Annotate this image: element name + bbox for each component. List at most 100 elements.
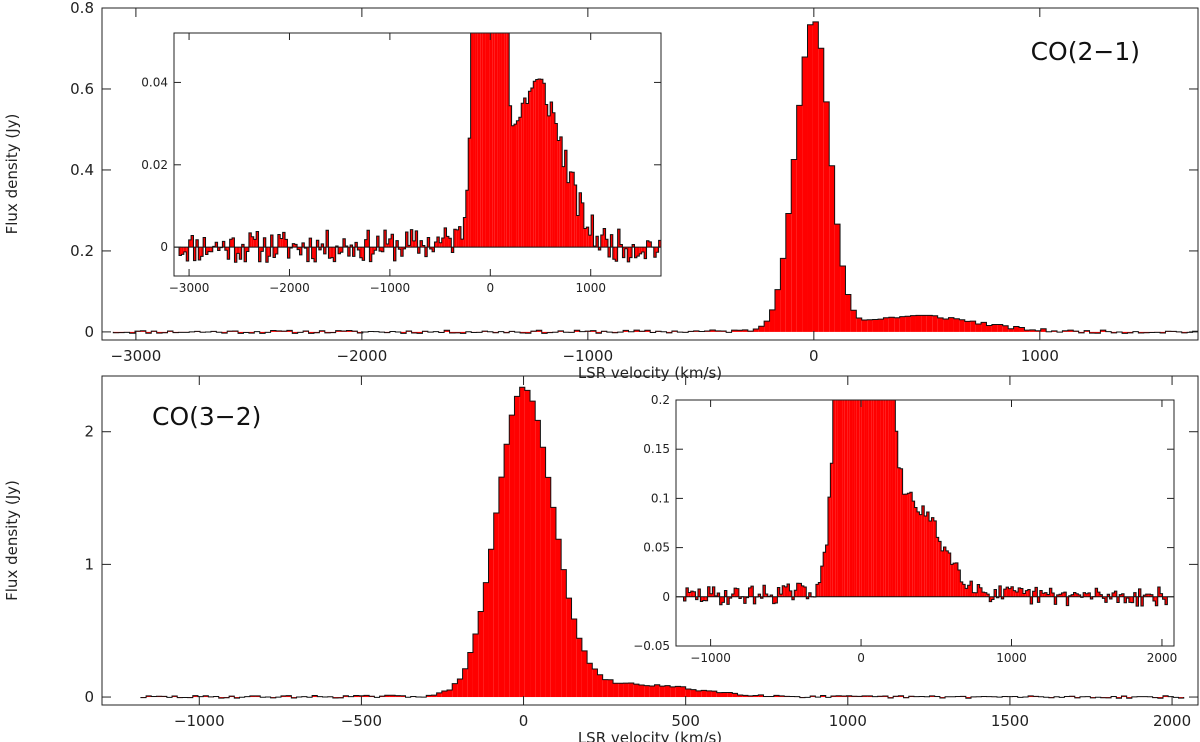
inset-y-tick-label: 0.02	[141, 158, 168, 172]
spectrum-bin	[888, 317, 895, 332]
inset-bin	[815, 584, 819, 597]
spectrum-bin	[1094, 331, 1101, 334]
inset-bin	[499, 33, 502, 248]
inset-bin	[1006, 587, 1009, 597]
inset-bin	[260, 247, 264, 252]
spectrum-bin	[249, 695, 256, 698]
inset-bin	[1015, 592, 1019, 597]
inset-bin	[1083, 592, 1086, 597]
inset-bin	[603, 228, 606, 248]
spectrum-bin	[447, 690, 453, 698]
spectrum-bin	[587, 663, 593, 698]
inset-bin	[710, 593, 713, 597]
spectrum-bin	[840, 265, 846, 332]
inset-bin	[849, 400, 853, 597]
inset-bin	[839, 400, 843, 597]
inset-bin	[1097, 592, 1100, 597]
spectrum-bin	[576, 638, 582, 698]
spectrum-bin	[346, 330, 352, 332]
spectrum-bin	[737, 330, 743, 332]
inset-bin	[653, 247, 657, 258]
inset-bin	[1126, 596, 1129, 599]
spectrum-bin	[747, 695, 754, 698]
inset-bin	[393, 247, 396, 261]
inset-bin	[374, 247, 377, 251]
spectrum-bin	[324, 331, 331, 333]
spectrum-bin	[856, 317, 862, 332]
inset-bin	[734, 588, 737, 597]
spectrum-bin	[467, 652, 473, 698]
inset-bin	[533, 81, 536, 248]
spectrum-bin	[1111, 331, 1117, 333]
inset-bin	[420, 240, 423, 248]
inset-bin	[203, 237, 206, 248]
inset-bin	[639, 247, 642, 254]
panel-1-spectrum	[112, 21, 1198, 334]
y-tick-label: 0	[84, 688, 94, 706]
spectrum-bin	[965, 697, 972, 699]
inset-x-tick-label: 0	[486, 281, 494, 295]
inset-bin	[904, 494, 908, 597]
spectrum-bin	[1116, 697, 1122, 699]
inset-bin	[588, 235, 592, 248]
spectrum-bin	[436, 692, 442, 698]
inset-bin	[636, 247, 640, 257]
inset-bin	[383, 230, 387, 248]
spectrum-bin	[841, 695, 847, 698]
spectrum-bin	[343, 695, 349, 698]
spectrum-bin	[395, 695, 401, 698]
inset-bin	[1047, 594, 1050, 597]
inset-bin	[282, 232, 286, 248]
spectrum-bin	[953, 318, 960, 332]
inset-bin	[1039, 590, 1043, 597]
inset-bin	[799, 583, 802, 597]
inset-bin	[722, 596, 725, 603]
inset-bin	[297, 247, 300, 250]
inset-bin	[945, 550, 949, 597]
inset-bin	[571, 172, 575, 248]
inset-bin	[1022, 593, 1026, 597]
spectrum-bin	[823, 101, 830, 332]
inset-bin	[685, 587, 689, 597]
spectrum-bin	[926, 315, 933, 332]
inset-bin	[1066, 596, 1069, 606]
spectrum-bin	[796, 105, 803, 332]
spectrum-bin	[654, 684, 660, 698]
inset-bin	[1145, 594, 1149, 597]
inset-bin	[717, 593, 720, 597]
inset-bin	[1027, 589, 1031, 597]
spectrum-bin	[335, 330, 342, 332]
inset-bin	[526, 103, 529, 248]
inset-bin	[693, 591, 696, 597]
spectrum-bin	[742, 695, 748, 698]
inset-bin	[859, 400, 862, 597]
inset-bin	[1150, 594, 1153, 597]
spectrum-bin	[1122, 331, 1128, 334]
inset-bin	[407, 245, 411, 248]
spectrum-bin	[129, 331, 135, 334]
inset-bin	[458, 226, 461, 248]
inset-bin	[313, 247, 317, 262]
spectrum-bin	[581, 650, 588, 698]
inset-bin	[941, 550, 944, 597]
y-tick-label: 0.6	[70, 80, 94, 98]
spectrum-bin	[1138, 331, 1144, 333]
spectrum-bin	[400, 331, 407, 334]
inset-bin	[726, 596, 730, 605]
inset-bin	[583, 228, 587, 248]
inset-bin	[656, 247, 659, 253]
inset-bin	[265, 247, 269, 263]
inset-bin	[217, 247, 220, 251]
inset-bin	[487, 33, 490, 248]
inset-bin	[1044, 592, 1048, 597]
inset-bin	[273, 247, 276, 258]
spectrum-bin	[192, 695, 198, 698]
spectrum-bin	[921, 315, 927, 332]
inset-bin	[559, 136, 563, 248]
spectrum-bin	[457, 679, 463, 698]
spectrum-bin	[659, 686, 665, 698]
inset-bin	[950, 564, 954, 597]
spectrum-bin	[566, 598, 572, 698]
spectrum-bin	[731, 330, 738, 332]
spectrum-bin	[623, 330, 629, 332]
